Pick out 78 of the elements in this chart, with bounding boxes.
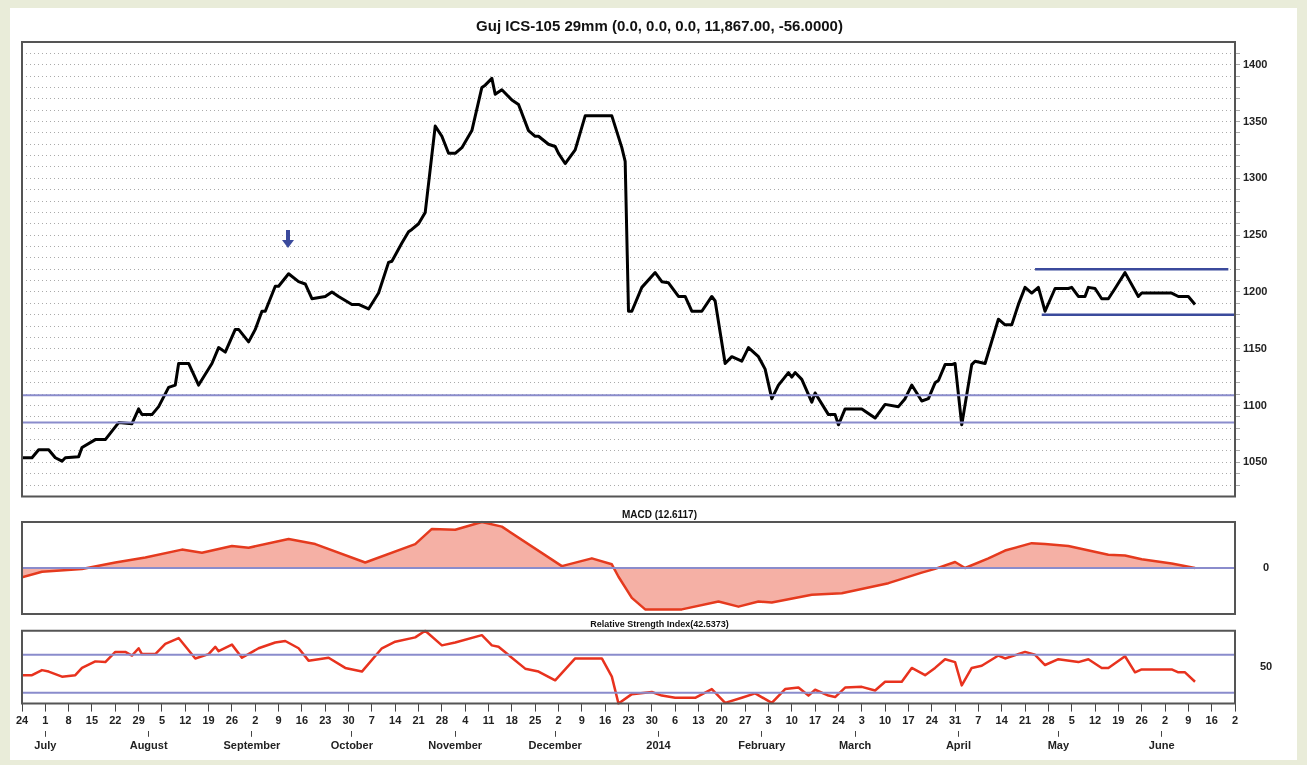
- x-tick-label: 21: [1018, 714, 1032, 727]
- y-tick-label: 1400: [1243, 57, 1268, 70]
- x-tick-label: 30: [645, 714, 658, 727]
- y-tick-label: 1250: [1243, 228, 1268, 241]
- text: 50: [1259, 660, 1273, 673]
- x-tick-label: 16: [295, 714, 309, 727]
- x-tick-label: 25: [529, 714, 542, 727]
- x-tick-label: 27: [739, 714, 752, 727]
- x-tick-label: 9: [1185, 714, 1192, 727]
- x-tick-label: 29: [132, 714, 145, 727]
- x-tick-label: 12: [179, 714, 192, 727]
- x-tick-label: 16: [599, 714, 612, 727]
- x-tick-label: 26: [1135, 714, 1148, 727]
- x-tick-label: 2: [555, 714, 562, 727]
- x-tick-label: 20: [715, 714, 728, 727]
- x-tick-label: 14: [389, 714, 403, 727]
- x-tick-label: 17: [808, 714, 822, 727]
- y-tick-label: 1300: [1243, 171, 1268, 184]
- x-tick-label: 12: [1088, 714, 1102, 727]
- x-tick-label: 9: [275, 714, 282, 727]
- x-tick-label: 10: [878, 714, 892, 727]
- x-tick-label: 14: [995, 714, 1009, 727]
- chart-title: Guj ICS-105 29mm (0.0, 0.0, 0.0, 11,867.00, -56.0000): [476, 17, 843, 35]
- x-tick-label: 28: [1042, 714, 1055, 727]
- x-tick-label: 5: [1068, 714, 1075, 727]
- x-tick-label: 18: [505, 714, 518, 727]
- x-tick-label: 23: [622, 714, 635, 727]
- chart-title: Relative Strength Index(42.5373): [590, 618, 729, 629]
- x-tick-label: 15: [85, 714, 99, 727]
- x-tick-label: 7: [368, 714, 375, 727]
- x-tick-label: 30: [342, 714, 355, 727]
- y-tick-label: 1050: [1243, 455, 1268, 468]
- y-tick-label: 1100: [1243, 398, 1267, 411]
- x2-tick-label: May: [1047, 739, 1070, 752]
- x-tick-label: 19: [1112, 714, 1125, 727]
- x-tick-label: 1: [42, 714, 49, 727]
- x-tick-label: 2: [1161, 714, 1169, 727]
- x2-tick-label: 2014: [646, 739, 672, 752]
- y-tick-label: 1200: [1243, 284, 1268, 297]
- x-tick-label: 24: [832, 714, 846, 727]
- x-tick-label: 24: [925, 714, 939, 727]
- ref-line-label: 0: [1262, 561, 1270, 574]
- x-tick-label: 10: [785, 714, 798, 727]
- x-tick-label: 28: [435, 714, 449, 727]
- x-tick-label: 3: [858, 714, 865, 727]
- x-tick-label: 24: [15, 714, 29, 727]
- x2-tick-label: March: [838, 739, 872, 752]
- x2-tick-label: September: [223, 739, 282, 752]
- x-tick-label: 6: [672, 714, 679, 727]
- x-tick-label: 17: [902, 714, 915, 727]
- x-tick-label: 31: [948, 714, 962, 727]
- x-tick-label: 4: [462, 714, 470, 727]
- x-tick-label: 26: [225, 714, 239, 727]
- x2-tick-label: June: [1148, 739, 1175, 752]
- x-tick-label: 19: [202, 714, 215, 727]
- x-tick-label: 11: [482, 714, 495, 727]
- y-tick-label: 1350: [1243, 114, 1268, 127]
- x-tick-label: 7: [975, 714, 982, 727]
- y-tick-label: 1150: [1243, 341, 1267, 354]
- x-tick-label: 23: [319, 714, 332, 727]
- x-tick-label: 3: [765, 714, 772, 727]
- x-tick-label: 9: [578, 714, 585, 727]
- x-tick-label: 5: [158, 714, 166, 727]
- x-tick-label: 13: [692, 714, 705, 727]
- x2-tick-label: October: [330, 739, 374, 752]
- x-tick-label: 21: [412, 714, 425, 727]
- x2-tick-label: April: [945, 739, 971, 752]
- x2-tick-label: February: [738, 739, 787, 752]
- x2-tick-label: August: [129, 739, 168, 752]
- x2-tick-label: December: [528, 739, 583, 752]
- x-tick-label: 2: [1231, 714, 1239, 727]
- x-tick-label: 2: [252, 714, 259, 727]
- x2-tick-label: July: [34, 739, 58, 752]
- x2-tick-label: November: [428, 739, 483, 752]
- x-tick-label: 8: [65, 714, 72, 727]
- x-tick-label: 16: [1205, 714, 1218, 727]
- chart-title: MACD (12.6117): [621, 508, 698, 520]
- x-tick-label: 22: [109, 714, 122, 727]
